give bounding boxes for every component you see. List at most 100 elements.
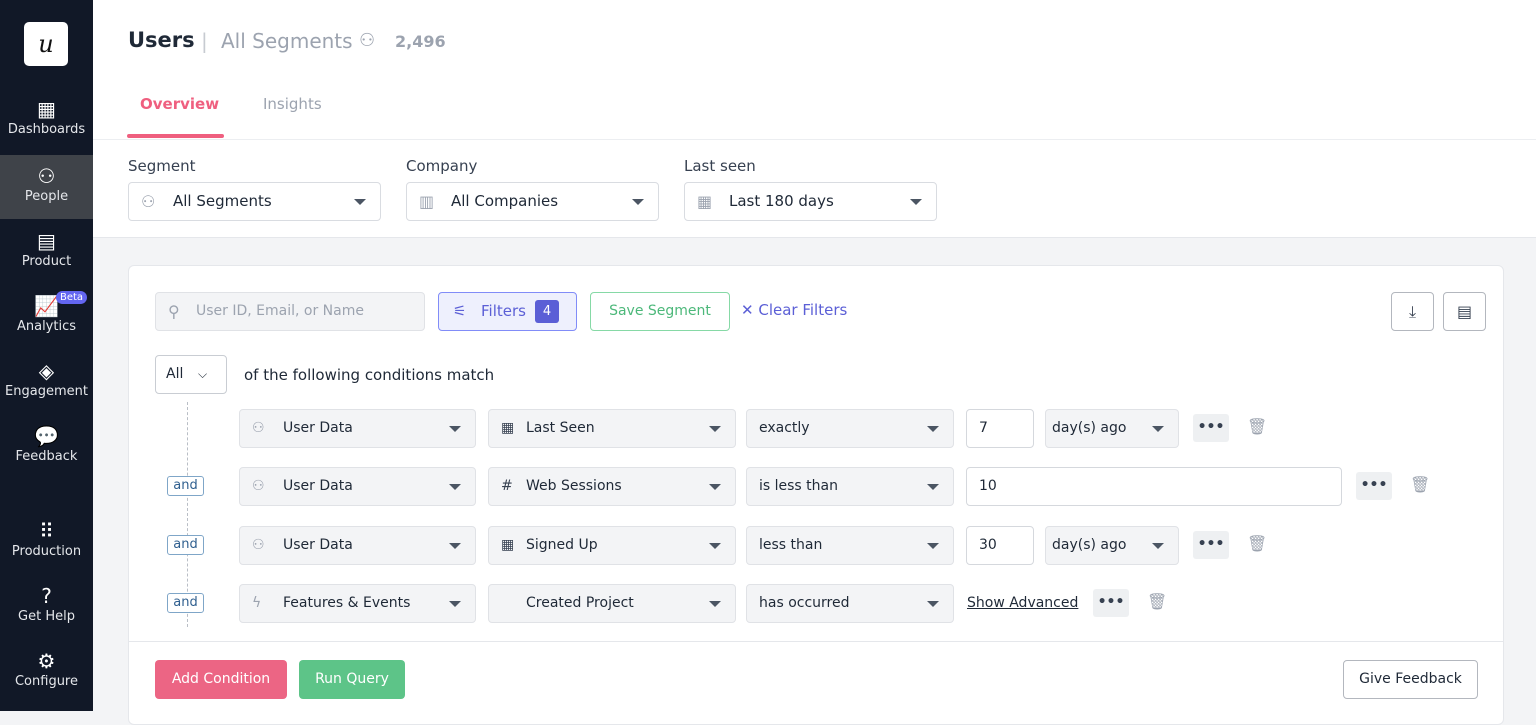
run-query-button[interactable]: Run Query (299, 660, 405, 699)
condition-operator-select[interactable]: is less than (746, 467, 954, 506)
show-advanced-link[interactable]: Show Advanced (967, 595, 1079, 611)
caret-down-icon (709, 426, 721, 432)
sidebar-item-configure[interactable]: ⚙ Configure (0, 640, 93, 704)
source-value: User Data (283, 420, 353, 436)
condition-unit-select[interactable]: day(s) ago (1045, 526, 1179, 565)
segment-label: Segment (128, 157, 196, 175)
segment-dropdown[interactable]: ⚇ All Segments (128, 182, 381, 221)
layers-icon: ◈ (38, 359, 55, 383)
hash-icon: # (501, 478, 513, 494)
and-connector[interactable]: and (167, 593, 204, 613)
condition-field-select[interactable]: # Web Sessions (488, 467, 736, 506)
sidebar-item-label: Production (11, 544, 82, 559)
delete-condition-button[interactable]: 🗑 (1247, 417, 1267, 436)
operator-value: exactly (759, 420, 810, 436)
condition-source-select[interactable]: ϟ Features & Events (239, 584, 476, 623)
caret-down-icon (927, 601, 939, 607)
people-icon: ⚇ (252, 420, 265, 436)
condition-source-select[interactable]: ⚇ User Data (239, 526, 476, 565)
footer-divider (129, 641, 1503, 642)
dashboard-icon: ▦ (37, 97, 56, 121)
tab-overview[interactable]: Overview (140, 95, 220, 113)
beta-badge: Beta (56, 291, 88, 304)
caret-down-icon (354, 199, 366, 205)
more-options-button[interactable]: ••• (1193, 531, 1229, 559)
lightning-icon: ϟ (252, 595, 262, 611)
sidebar-item-dashboards[interactable]: ▦ Dashboards (0, 88, 93, 152)
chevron-down-icon: ⌵ (198, 367, 208, 381)
product-icon: ▤ (37, 229, 56, 253)
ellipsis-icon: ••• (1097, 594, 1125, 610)
chat-icon: 💬 (34, 424, 59, 448)
download-icon: ⤓ (1408, 302, 1417, 321)
caret-down-icon (449, 543, 461, 549)
caret-down-icon (927, 484, 939, 490)
people-icon: ⚇ (141, 192, 156, 211)
caret-down-icon (709, 543, 721, 549)
condition-value-input[interactable]: 10 (966, 467, 1342, 506)
condition-operator-select[interactable]: has occurred (746, 584, 954, 623)
condition-value-input[interactable]: 7 (966, 409, 1034, 448)
condition-operator-select[interactable]: exactly (746, 409, 954, 448)
condition-unit-select[interactable]: day(s) ago (1045, 409, 1179, 448)
sidebar-item-product[interactable]: ▤ Product (0, 220, 93, 284)
tab-insights[interactable]: Insights (263, 95, 322, 113)
sidebar-item-label: People (24, 189, 69, 204)
caret-down-icon (632, 199, 644, 205)
and-connector[interactable]: and (167, 535, 204, 555)
download-button[interactable]: ⤓ (1391, 292, 1434, 331)
condition-source-select[interactable]: ⚇ User Data (239, 409, 476, 448)
field-value: Signed Up (526, 537, 598, 553)
condition-field-select[interactable]: ▦ Last Seen (488, 409, 736, 448)
calendar-icon: ▦ (501, 420, 515, 436)
more-options-button[interactable]: ••• (1356, 472, 1392, 500)
unit-value: day(s) ago (1052, 420, 1127, 436)
delete-condition-button[interactable]: 🗑 (1147, 592, 1167, 611)
search-placeholder: User ID, Email, or Name (196, 303, 364, 319)
sidebar-item-label: Dashboards (7, 122, 86, 137)
sidebar-item-feedback[interactable]: 💬 Feedback (0, 415, 93, 479)
condition-source-select[interactable]: ⚇ User Data (239, 467, 476, 506)
delete-condition-button[interactable]: 🗑 (1410, 475, 1430, 494)
condition-field-select[interactable]: Created Project (488, 584, 736, 623)
add-condition-button[interactable]: Add Condition (155, 660, 287, 699)
people-icon: ⚇ (252, 537, 265, 553)
clear-filters-button[interactable]: ✕ Clear Filters (741, 301, 847, 319)
header: Users | All Segments ⚇ 2,496 Overview In… (93, 0, 1536, 238)
sidebar-item-production[interactable]: ⠿ Production (0, 510, 93, 574)
sidebar-item-label: Configure (14, 674, 78, 689)
grid-icon: ⠿ (39, 519, 54, 543)
and-connector[interactable]: and (167, 476, 204, 496)
company-dropdown[interactable]: ▥ All Companies (406, 182, 659, 221)
sidebar-item-analytics[interactable]: 📈 Analytics Beta (0, 285, 93, 349)
match-mode-select[interactable]: All ⌵ (155, 355, 227, 394)
sidebar-item-engagement[interactable]: ◈ Engagement (0, 350, 93, 414)
give-feedback-button[interactable]: Give Feedback (1343, 660, 1478, 699)
sidebar-item-people[interactable]: ⚇ People (0, 155, 93, 219)
caret-down-icon (709, 484, 721, 490)
analytics-icon: 📈 (34, 294, 59, 318)
delete-condition-button[interactable]: 🗑 (1247, 534, 1267, 553)
condition-value-input[interactable]: 30 (966, 526, 1034, 565)
condition-operator-select[interactable]: less than (746, 526, 954, 565)
operator-value: is less than (759, 478, 838, 494)
people-icon: ⚇ (37, 164, 56, 188)
close-icon: ✕ (741, 301, 759, 319)
caret-down-icon (910, 199, 922, 205)
query-builder-card: ⚲ User ID, Email, or Name ⚟ Filters 4 Save … (128, 265, 1504, 725)
filters-button[interactable]: ⚟ Filters 4 (438, 292, 577, 331)
save-segment-button[interactable]: Save Segment (590, 292, 730, 331)
table-icon: ▤ (1456, 302, 1473, 321)
app-logo[interactable]: u (24, 22, 68, 66)
sidebar-item-get-help[interactable]: ? Get Help (0, 575, 93, 639)
filters-count-badge: 4 (535, 300, 559, 323)
last-seen-dropdown[interactable]: ▦ Last 180 days (684, 182, 937, 221)
calendar-icon: ▦ (501, 537, 515, 553)
more-options-button[interactable]: ••• (1193, 414, 1229, 442)
columns-button[interactable]: ▤ (1443, 292, 1486, 331)
search-input[interactable]: ⚲ User ID, Email, or Name (155, 292, 425, 331)
company-value: All Companies (451, 192, 559, 210)
segment-value: All Segments (173, 192, 272, 210)
condition-field-select[interactable]: ▦ Signed Up (488, 526, 736, 565)
more-options-button[interactable]: ••• (1093, 589, 1129, 617)
